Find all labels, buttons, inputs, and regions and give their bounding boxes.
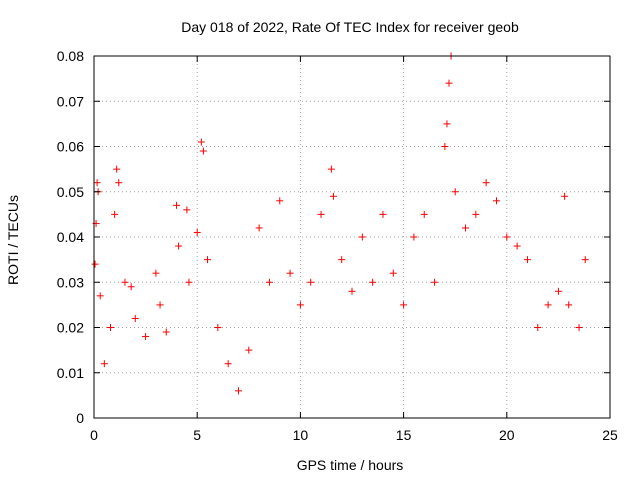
y-tick-label: 0.04 bbox=[57, 229, 84, 245]
data-point bbox=[410, 233, 418, 241]
x-tick-label: 25 bbox=[602, 427, 618, 443]
data-point bbox=[431, 278, 439, 286]
data-point bbox=[197, 138, 205, 146]
data-point bbox=[338, 256, 346, 264]
data-point bbox=[329, 192, 337, 200]
data-point bbox=[193, 228, 201, 236]
data-point bbox=[554, 287, 562, 295]
data-point bbox=[162, 328, 170, 336]
data-point bbox=[296, 301, 304, 309]
data-point bbox=[445, 79, 453, 87]
data-point bbox=[561, 192, 569, 200]
data-point bbox=[503, 233, 511, 241]
data-point bbox=[245, 346, 253, 354]
y-tick-label: 0.06 bbox=[57, 139, 84, 155]
data-point bbox=[286, 269, 294, 277]
data-point bbox=[358, 233, 366, 241]
data-point bbox=[113, 165, 121, 173]
data-point bbox=[100, 360, 108, 368]
data-point bbox=[534, 324, 542, 331]
data-point bbox=[173, 201, 181, 209]
x-tick-label: 10 bbox=[293, 427, 309, 443]
x-tick-label: 0 bbox=[90, 427, 98, 443]
data-point bbox=[234, 387, 242, 395]
data-point bbox=[276, 197, 284, 205]
data-point bbox=[420, 210, 428, 218]
data-point bbox=[523, 256, 531, 264]
data-point bbox=[111, 210, 119, 218]
data-point bbox=[156, 301, 164, 309]
data-point bbox=[443, 120, 451, 128]
data-point bbox=[93, 179, 101, 187]
chart-title: Day 018 of 2022, Rate Of TEC Index for r… bbox=[181, 19, 519, 35]
x-tick-label: 20 bbox=[499, 427, 515, 443]
y-tick-label: 0.02 bbox=[57, 320, 84, 336]
data-point bbox=[131, 314, 139, 322]
data-point bbox=[115, 179, 123, 187]
data-point bbox=[327, 165, 335, 173]
y-axis-label: ROTI / TECUs bbox=[5, 195, 21, 285]
data-point bbox=[544, 301, 552, 309]
y-tick-label: 0.03 bbox=[57, 274, 84, 290]
y-tick-label: 0.05 bbox=[57, 184, 84, 200]
data-point bbox=[575, 324, 583, 331]
data-point bbox=[91, 260, 99, 268]
data-point bbox=[224, 360, 232, 368]
data-point bbox=[307, 278, 315, 286]
data-point bbox=[265, 278, 273, 286]
data-point bbox=[379, 210, 387, 218]
y-tick-label: 0.08 bbox=[57, 48, 84, 64]
data-point bbox=[482, 179, 490, 187]
axis-ticks: 0 5 10 15 20 25 0 0.01 0.02 0.03 0.04 0.05 0.06 0.07 0… bbox=[57, 48, 618, 443]
data-point bbox=[185, 278, 193, 286]
data-point bbox=[565, 301, 573, 309]
data-point bbox=[142, 333, 150, 341]
y-tick-label: 0 bbox=[76, 410, 84, 426]
data-point bbox=[317, 210, 325, 218]
x-tick-label: 5 bbox=[193, 427, 201, 443]
data-point bbox=[214, 324, 222, 331]
data-point bbox=[96, 292, 104, 300]
data-point bbox=[121, 278, 129, 286]
x-axis-label: GPS time / hours bbox=[297, 457, 404, 473]
data-point bbox=[462, 224, 470, 232]
data-point bbox=[199, 147, 207, 155]
y-tick-label: 0.01 bbox=[57, 365, 84, 381]
data-point bbox=[492, 197, 500, 205]
data-point bbox=[441, 143, 449, 150]
data-point bbox=[389, 269, 397, 277]
x-tick-label: 15 bbox=[396, 427, 412, 443]
data-point bbox=[451, 188, 459, 196]
data-point bbox=[581, 256, 589, 264]
data-point bbox=[472, 210, 480, 218]
data-point bbox=[127, 283, 135, 291]
data-point bbox=[175, 242, 183, 250]
data-point bbox=[204, 256, 212, 264]
data-point bbox=[152, 269, 160, 277]
data-point bbox=[348, 287, 356, 295]
data-point bbox=[513, 242, 521, 250]
data-point bbox=[255, 224, 263, 232]
data-point bbox=[369, 278, 377, 286]
y-tick-label: 0.07 bbox=[57, 93, 84, 109]
data-point bbox=[183, 206, 191, 214]
data-points bbox=[91, 52, 589, 395]
data-point bbox=[107, 324, 115, 331]
data-point bbox=[400, 301, 408, 309]
